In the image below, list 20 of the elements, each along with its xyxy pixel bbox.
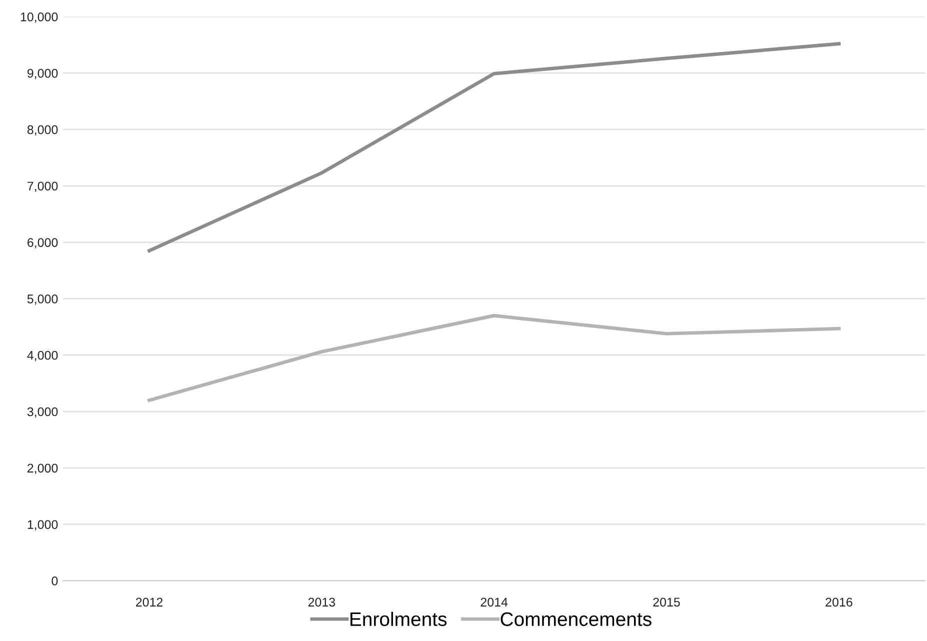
y-tick-label: 2,000: [28, 464, 58, 474]
line-series: [148, 42, 841, 252]
x-tick-label: 2013: [308, 598, 336, 607]
line-series: [148, 314, 841, 402]
y-tick-label: 7,000: [28, 182, 58, 192]
x-tick-label: 2016: [826, 598, 852, 607]
legend-label: Commencements: [500, 612, 652, 626]
y-tick-label: 5,000: [27, 294, 58, 305]
legend-label: Enrolments: [350, 612, 447, 626]
y-tick-label: 0: [52, 576, 58, 586]
y-tick-label: 3,000: [27, 407, 58, 418]
y-tick-label: 10,000: [20, 12, 58, 23]
y-tick-label: 4,000: [27, 350, 58, 362]
y-tick-label: 8,000: [27, 125, 58, 136]
y-tick-label: 6,000: [28, 238, 58, 248]
x-tick-label: 2015: [653, 598, 680, 607]
y-tick-label: 1,000: [28, 520, 58, 530]
y-tick-label: 9,000: [27, 68, 58, 80]
x-tick-label: 2014: [480, 598, 508, 607]
x-tick-label: 2012: [136, 598, 163, 607]
